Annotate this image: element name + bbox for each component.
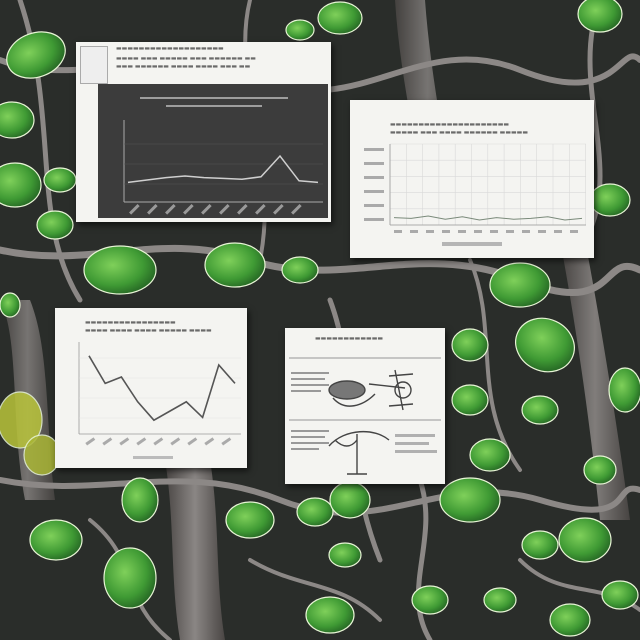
blurred-heading: ▬▬▬▬▬▬▬▬▬▬▬▬▬▬▬▬: [85, 320, 176, 326]
dark-chart-panel: [98, 84, 328, 218]
grid-chart-x-tick: [522, 230, 530, 233]
line-chart-series: [88, 355, 236, 422]
line-chart-x-tick: [153, 437, 164, 446]
grid-chart-y-ticks: [364, 148, 384, 221]
grid-chart-series: [393, 215, 583, 221]
grid-chart-x-tick: [538, 230, 546, 233]
blurred-heading: ▬▬▬▬▬▬▬▬▬▬▬▬: [315, 336, 384, 342]
grid-chart-x-tick: [570, 230, 578, 233]
line-chart-x-tick: [136, 437, 147, 446]
dark-chart-card: ▬▬▬▬▬▬▬▬▬▬▬▬▬▬▬▬▬▬▬ ▬▬▬▬ ▬▬▬ ▬▬▬▬▬ ▬▬▬ ▬…: [76, 42, 331, 222]
card-label-tab: [80, 46, 108, 84]
illustration-sheet: [289, 357, 441, 475]
line-chart-x-tick: [102, 437, 113, 446]
line-chart-x-tick: [119, 437, 130, 446]
grid-chart-plot: [364, 143, 586, 246]
mechanism-drawing-upper: [328, 369, 414, 411]
line-chart-x-tick: [170, 437, 181, 446]
dark-chart-tick-marks: [129, 204, 302, 215]
grid-chart-x-tick: [442, 230, 450, 233]
blurred-text: ▬▬▬ ▬▬▬▬▬▬ ▬▬▬▬ ▬▬▬▬ ▬▬▬ ▬▬: [116, 64, 251, 70]
line-chart-x-ticks: [85, 437, 232, 446]
blurred-heading: ▬▬▬▬▬▬▬▬▬▬▬▬▬▬▬▬▬▬▬▬▬: [390, 122, 510, 128]
blurred-text-lines-right: [395, 434, 437, 453]
illustration-card: ▬▬▬▬▬▬▬▬▬▬▬▬: [285, 328, 445, 484]
grid-chart-x-tick: [410, 230, 418, 233]
grid-chart-card: ▬▬▬▬▬▬▬▬▬▬▬▬▬▬▬▬▬▬▬▬▬ ▬▬▬▬▬ ▬▬▬ ▬▬▬▬ ▬▬▬…: [350, 100, 594, 258]
blurred-text: ▬▬▬▬ ▬▬▬▬ ▬▬▬▬ ▬▬▬▬▬ ▬▬▬▬: [85, 328, 212, 334]
line-chart-card: ▬▬▬▬▬▬▬▬▬▬▬▬▬▬▬▬ ▬▬▬▬ ▬▬▬▬ ▬▬▬▬ ▬▬▬▬▬ ▬▬…: [55, 308, 247, 468]
grid-chart-x-title-blur: [442, 242, 502, 246]
grid-chart-x-tick: [554, 230, 562, 233]
blurred-text-lines-lower: [291, 430, 329, 450]
line-chart-plot: [78, 342, 241, 459]
mechanism-drawing-lower: [328, 430, 390, 475]
grid-chart-x-ticks: [394, 230, 578, 233]
grid-chart-x-tick: [426, 230, 434, 233]
blurred-text: ▬▬▬▬▬ ▬▬▬ ▬▬▬▬ ▬▬▬▬▬▬ ▬▬▬▬▬: [390, 130, 529, 136]
line-chart-x-title-blur: [133, 456, 173, 459]
line-chart-x-tick: [221, 437, 232, 446]
blurred-heading: ▬▬▬▬▬▬▬▬▬▬▬▬▬▬▬▬▬▬▬: [116, 46, 224, 52]
line-chart-x-tick: [187, 437, 198, 446]
grid-chart-x-tick: [506, 230, 514, 233]
line-chart-x-tick: [204, 437, 215, 446]
grid-chart-x-tick: [490, 230, 498, 233]
grid-chart-x-tick: [394, 230, 402, 233]
grid-chart-x-tick: [474, 230, 482, 233]
blurred-text: ▬▬▬▬ ▬▬▬ ▬▬▬▬▬ ▬▬▬ ▬▬▬▬▬▬ ▬▬: [116, 56, 256, 62]
line-chart-x-tick: [85, 437, 96, 446]
blurred-text-lines-upper: [291, 372, 329, 392]
grid-chart-x-tick: [458, 230, 466, 233]
dark-chart-plot: [98, 84, 328, 218]
dark-chart-series-line: [127, 154, 319, 184]
